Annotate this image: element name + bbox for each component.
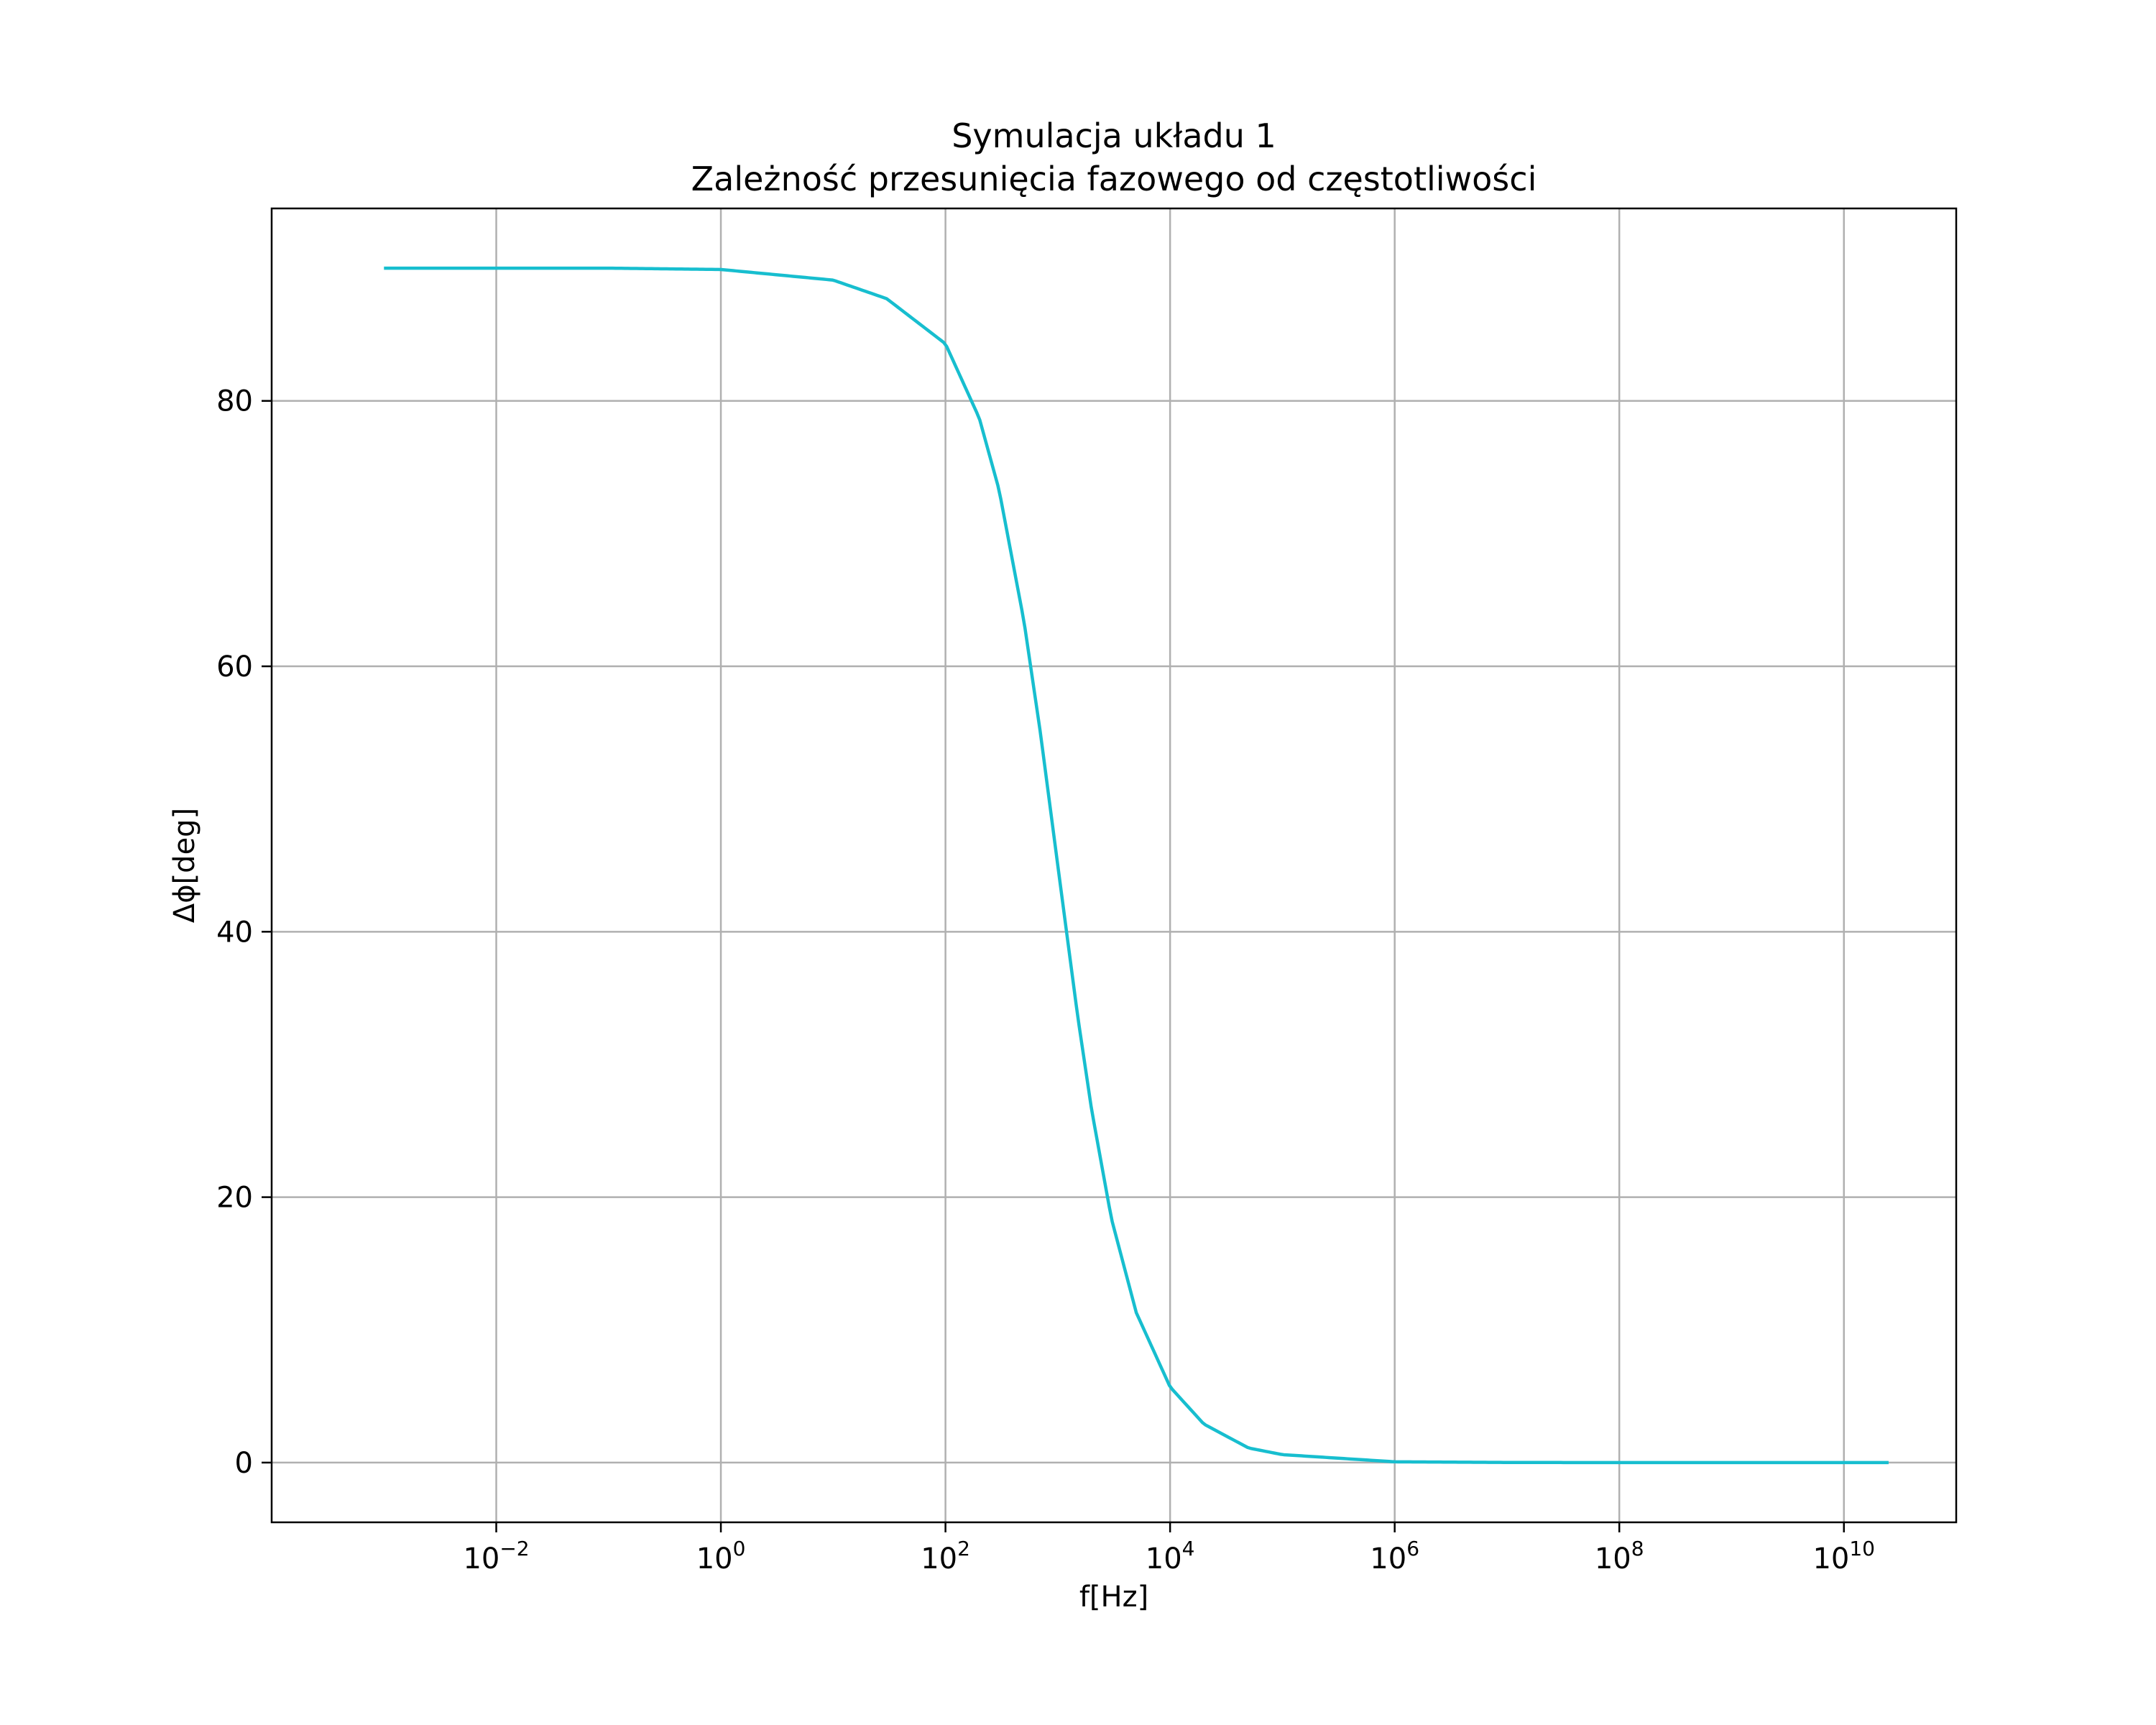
- x-tick-label: 108: [1595, 1537, 1644, 1576]
- y-tick-label: 40: [216, 916, 253, 949]
- x-tick-label: 1010: [1812, 1537, 1875, 1576]
- x-tick-label-exponent: 6: [1406, 1537, 1419, 1560]
- x-tick-label: 10−2: [463, 1537, 529, 1576]
- x-tick-label-exponent: 10: [1849, 1537, 1875, 1560]
- plot-area-frame: [270, 207, 1958, 1524]
- x-tick-label-exponent: 0: [733, 1537, 746, 1560]
- x-tick-label-exponent: −2: [499, 1537, 529, 1560]
- y-tick-label: 80: [216, 385, 253, 418]
- x-tick-label-exponent: 4: [1182, 1537, 1195, 1560]
- y-axis-label: Δϕ[deg]: [168, 808, 201, 923]
- x-tick-label: 100: [696, 1537, 746, 1576]
- y-tick-label: 20: [216, 1182, 253, 1215]
- y-tick-label: 60: [216, 650, 253, 684]
- x-tick-label-base: 10: [1595, 1542, 1631, 1576]
- x-tick-label-base: 10: [1812, 1542, 1849, 1576]
- chart-subtitle: Zależność przesunięcia fazowego od częst…: [691, 160, 1537, 198]
- grid-lines: [272, 208, 1956, 1522]
- x-tick-label-base: 10: [463, 1542, 499, 1576]
- series-line-0: [384, 266, 1889, 1465]
- x-axis-label: f[Hz]: [1079, 1581, 1148, 1614]
- series-layer: [384, 266, 1889, 1465]
- chart-title: Symulacja układu 1: [952, 116, 1276, 155]
- x-tick-label-base: 10: [921, 1542, 957, 1576]
- x-tick-label: 106: [1370, 1537, 1419, 1576]
- x-tick-label-base: 10: [696, 1542, 733, 1576]
- x-tick-label-exponent: 2: [957, 1537, 970, 1560]
- x-tick-label-base: 10: [1370, 1542, 1406, 1576]
- x-tick-label-exponent: 8: [1631, 1537, 1644, 1560]
- x-tick-label: 104: [1146, 1537, 1195, 1576]
- y-tick-label: 0: [235, 1447, 253, 1480]
- x-tick-label: 102: [921, 1537, 970, 1576]
- x-tick-label-base: 10: [1146, 1542, 1182, 1576]
